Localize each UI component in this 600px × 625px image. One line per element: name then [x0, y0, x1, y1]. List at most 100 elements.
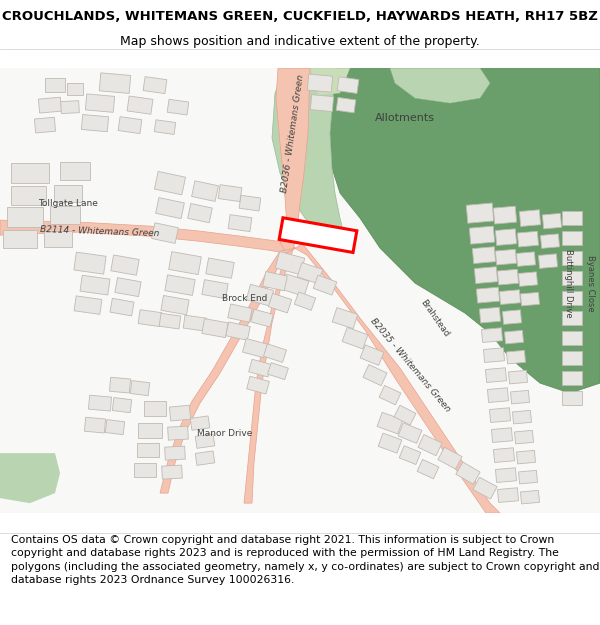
Bar	[487, 388, 509, 402]
Bar	[11, 186, 46, 204]
Bar	[74, 296, 102, 314]
Bar	[228, 214, 252, 232]
Bar	[363, 364, 387, 386]
Bar	[105, 419, 125, 434]
Bar	[188, 204, 212, 222]
Bar	[472, 247, 496, 264]
Bar	[476, 288, 500, 303]
Bar	[154, 120, 176, 134]
Bar	[60, 162, 90, 180]
Bar	[11, 163, 49, 183]
Bar	[161, 296, 189, 315]
Bar	[295, 292, 316, 310]
Text: Map shows position and indicative extent of the property.: Map shows position and indicative extent…	[120, 35, 480, 48]
Bar	[456, 462, 480, 484]
Bar	[493, 206, 517, 224]
Bar	[251, 309, 274, 327]
Bar	[484, 348, 505, 362]
Polygon shape	[286, 243, 500, 513]
Bar	[275, 251, 305, 275]
Bar	[562, 331, 582, 345]
Bar	[418, 434, 442, 456]
Text: B2036 - Whitemans Green: B2036 - Whitemans Green	[280, 73, 306, 193]
Bar	[438, 448, 462, 469]
Bar	[110, 298, 134, 316]
Bar	[493, 448, 515, 462]
Bar	[191, 181, 218, 201]
Bar	[167, 426, 188, 440]
Bar	[562, 371, 582, 385]
Text: Contains OS data © Crown copyright and database right 2021. This information is : Contains OS data © Crown copyright and d…	[11, 535, 599, 585]
Bar	[515, 431, 533, 444]
Bar	[144, 401, 166, 416]
Text: Buttinghill Drive: Buttinghill Drive	[563, 249, 572, 318]
Bar	[313, 275, 337, 295]
Bar	[228, 304, 252, 322]
Bar	[342, 328, 368, 349]
Bar	[281, 274, 309, 296]
Polygon shape	[310, 68, 350, 95]
Polygon shape	[272, 68, 345, 248]
Bar	[512, 411, 532, 424]
Bar	[45, 78, 65, 92]
Bar	[520, 210, 541, 226]
Bar	[541, 234, 560, 248]
Bar	[130, 381, 150, 396]
Bar	[190, 416, 210, 431]
Bar	[127, 96, 153, 114]
Bar	[505, 331, 523, 344]
Polygon shape	[0, 453, 60, 503]
Bar	[218, 184, 242, 202]
Bar	[195, 451, 215, 466]
Bar	[496, 229, 517, 246]
Bar	[475, 267, 497, 284]
Bar	[499, 290, 521, 304]
Bar	[169, 252, 202, 274]
Bar	[491, 428, 512, 442]
Bar	[485, 368, 506, 382]
Bar	[167, 99, 189, 115]
Bar	[88, 395, 112, 411]
Bar	[481, 328, 503, 342]
Bar	[360, 345, 384, 366]
Bar	[517, 451, 535, 464]
Bar	[517, 231, 539, 247]
Bar	[542, 213, 562, 229]
Bar	[38, 98, 62, 113]
Bar	[509, 371, 527, 384]
Bar	[152, 222, 178, 244]
Bar	[195, 434, 215, 448]
Bar	[165, 275, 195, 296]
Bar	[497, 488, 518, 502]
Bar	[118, 117, 142, 134]
Text: Brahstead: Brahstead	[419, 298, 451, 338]
Bar	[137, 443, 159, 457]
Bar	[44, 231, 72, 247]
Bar	[379, 386, 401, 405]
Bar	[3, 230, 37, 248]
Bar	[521, 491, 539, 504]
Bar	[307, 74, 332, 92]
Bar	[143, 77, 167, 94]
Polygon shape	[390, 68, 490, 103]
Bar	[518, 272, 538, 286]
Bar	[85, 418, 106, 433]
Bar	[490, 408, 511, 422]
Bar	[496, 468, 517, 482]
Bar	[377, 412, 403, 434]
Text: B2114 - Whitemans Green: B2114 - Whitemans Green	[40, 224, 160, 238]
Bar	[134, 463, 156, 477]
Text: Byanes Close: Byanes Close	[586, 255, 595, 311]
Bar	[562, 271, 582, 285]
Bar	[263, 271, 287, 291]
Bar	[159, 313, 181, 329]
Polygon shape	[244, 228, 296, 503]
Bar	[263, 344, 287, 362]
Bar	[336, 98, 356, 113]
Bar	[138, 422, 162, 437]
Bar	[169, 405, 191, 421]
Text: Manor Drive: Manor Drive	[197, 429, 253, 438]
Bar	[502, 310, 521, 324]
Bar	[248, 359, 271, 377]
Bar	[247, 376, 269, 394]
